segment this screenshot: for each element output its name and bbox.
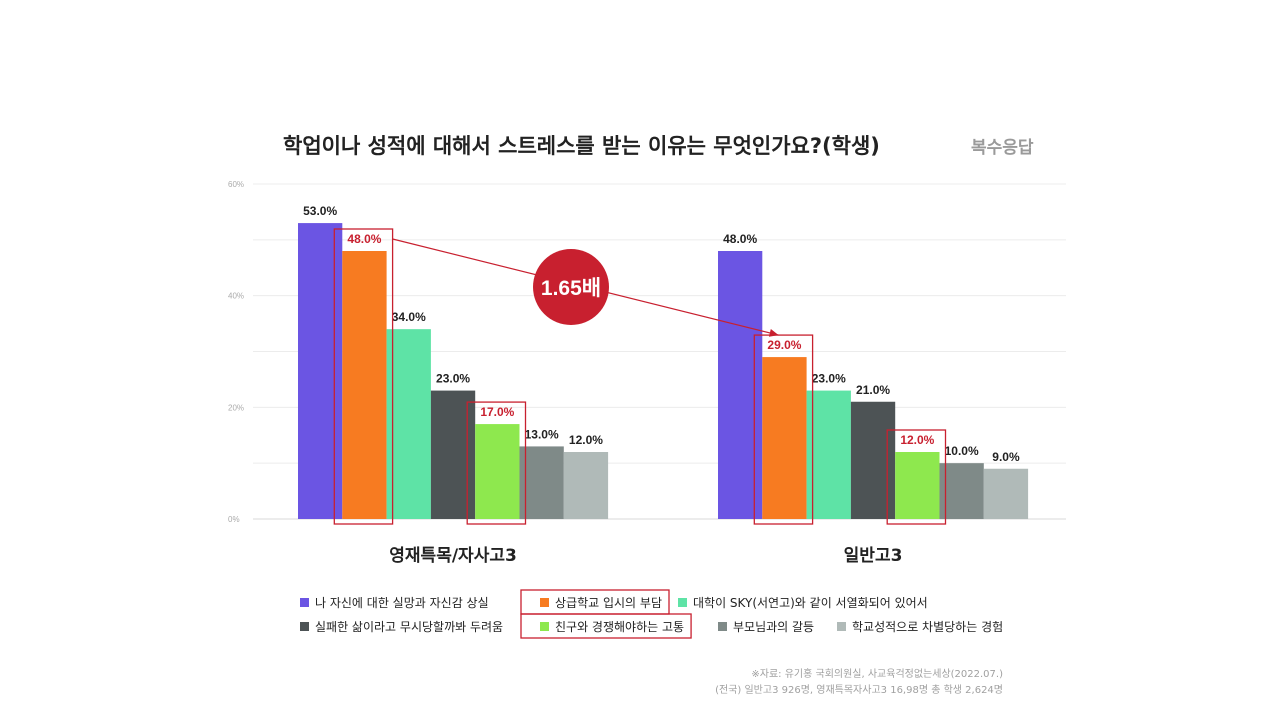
legend-swatch [540,598,549,607]
y-tick-label: 20% [228,403,244,412]
data-label: 23.0% [812,372,846,386]
legend-label: 대학이 SKY(서연고)와 같이 서열화되어 있어서 [693,596,928,610]
data-label: 48.0% [723,232,757,246]
ratio-label: 1.65배 [541,277,601,300]
bar [430,390,476,519]
legend-swatch [837,622,846,631]
arrow-head [768,329,779,337]
category-label: 영재특목/자사고3 [389,546,517,566]
source-line-2: (전국) 일반고3 926명, 영재특목자사고3 16,98명 총 학생 2,6… [715,684,1003,696]
chart-subtitle: 복수응답 [971,138,1034,158]
bar [983,468,1029,519]
data-label: 23.0% [436,372,470,386]
category-label: 일반고3 [844,546,903,566]
legend-swatch [300,622,309,631]
bar [762,357,807,519]
annotations: 1.65배 [333,228,947,525]
y-tick-label: 60% [228,180,244,189]
bar [563,452,609,519]
bar [342,251,387,519]
legend-swatch [678,598,687,607]
bar [718,251,763,519]
category-labels: 영재특목/자사고3 일반고3 [389,546,902,566]
data-label: 21.0% [856,383,890,397]
bar [895,452,940,519]
bar [939,463,984,519]
source-line-1: ※자료: 유기홍 국회의원실, 사교육걱정없는세상(2022.07.) [751,667,1003,680]
legend-label: 실패한 삶이라고 무시당할까봐 두려움 [315,620,503,634]
data-label: 29.0% [767,338,801,352]
legend-label: 상급학교 입시의 부담 [555,596,662,610]
highlight-box [886,429,947,525]
ratio-badge [533,249,609,325]
legend-label: 친구와 경쟁해야하는 고통 [555,620,684,634]
bars: 53.0% 48.0% 48.0% 29.0% 34.0% 23.0% 23.0% 21.0%… [298,204,1029,520]
legend-swatch [718,622,727,631]
bar [475,424,520,519]
highlight-box [753,334,814,525]
bar [386,329,431,519]
data-label: 12.0% [900,433,934,447]
data-label: 13.0% [525,427,559,441]
legend-label: 학교성적으로 차별당하는 경험 [852,620,1003,634]
legend-highlight-box [520,613,692,639]
legend-label: 나 자신에 대한 실망과 자신감 상실 [315,596,489,610]
y-tick-label: 40% [228,292,244,301]
data-label: 48.0% [347,232,381,246]
legend-swatch [540,622,549,631]
data-label: 17.0% [480,405,514,419]
data-label: 34.0% [392,310,426,324]
bar [298,223,343,520]
data-label: 9.0% [992,450,1020,464]
chart-title: 학업이나 성적에 대해서 스트레스를 받는 이유는 무엇인가요?(학생) [283,134,880,158]
legend-label: 부모님과의 갈등 [733,620,814,634]
y-tick-label: 0% [228,515,240,524]
legend: 나 자신에 대한 실망과 자신감 상실 상급학교 입시의 부담 대학이 SKY(서연… [300,589,1003,639]
highlight-box [466,401,527,525]
data-label: 12.0% [569,433,603,447]
highlight-box [333,228,394,525]
bar [850,401,896,519]
bar [806,390,851,519]
bar [519,446,564,519]
legend-swatch [300,598,309,607]
data-label: 53.0% [303,204,337,218]
data-label: 10.0% [945,444,979,458]
